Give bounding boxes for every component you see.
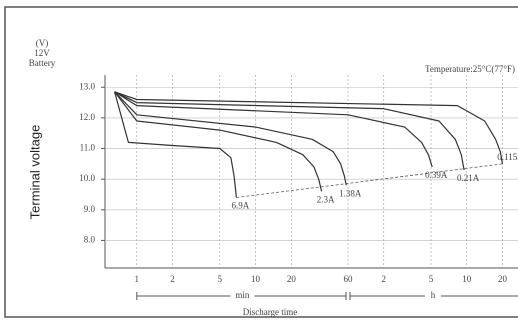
battery-label: 12V [34, 48, 50, 58]
y-tick-label: 12.0 [79, 112, 95, 122]
y-tick-label: 9.0 [84, 204, 96, 214]
x-tick-label: 2 [170, 274, 175, 284]
discharge-curve [114, 91, 433, 168]
x-tick-label: 2 [381, 274, 386, 284]
x-tick-label: 60 [343, 274, 353, 284]
curve-label: 0.115A [497, 152, 518, 162]
x-tick-label: 10 [462, 274, 472, 284]
curve-label: 1.38A [339, 188, 362, 198]
battery-word: Battery [29, 58, 56, 68]
x-tick-label: 5 [218, 274, 223, 284]
discharge-curve [114, 91, 323, 192]
annotation: Temperature:25°C(77°F) [425, 64, 515, 74]
y-tick-label: 11.0 [80, 143, 96, 153]
x-tick-label: 10 [251, 274, 261, 284]
unit-label: (V) [36, 38, 49, 48]
x-tick-label: 1 [135, 274, 140, 284]
label-bg [424, 290, 441, 302]
curve-label: 0.39A [425, 170, 448, 180]
curve-label: 2.3A [317, 194, 335, 204]
label-bg [230, 290, 255, 302]
curve-label: 6.9A [232, 201, 250, 211]
discharge-curve [114, 91, 347, 186]
discharge-curve [114, 91, 465, 171]
curve-label: 0.21A [457, 173, 480, 183]
x-axis-label: Discharge time [243, 307, 298, 317]
discharge-curve [114, 91, 237, 198]
discharge-curve [114, 91, 504, 164]
y-tick-label: 10.0 [79, 173, 95, 183]
y-tick-label: 13.0 [79, 81, 95, 91]
y-tick-label: 8.0 [84, 234, 96, 244]
frame [4, 6, 518, 318]
h-label: h [431, 290, 436, 300]
min-label: min [235, 290, 250, 300]
x-tick-label: 5 [429, 274, 434, 284]
x-tick-label: 20 [498, 274, 508, 284]
y-axis-label: Terminal voltage [27, 125, 42, 220]
x-tick-label: 20 [287, 274, 297, 284]
